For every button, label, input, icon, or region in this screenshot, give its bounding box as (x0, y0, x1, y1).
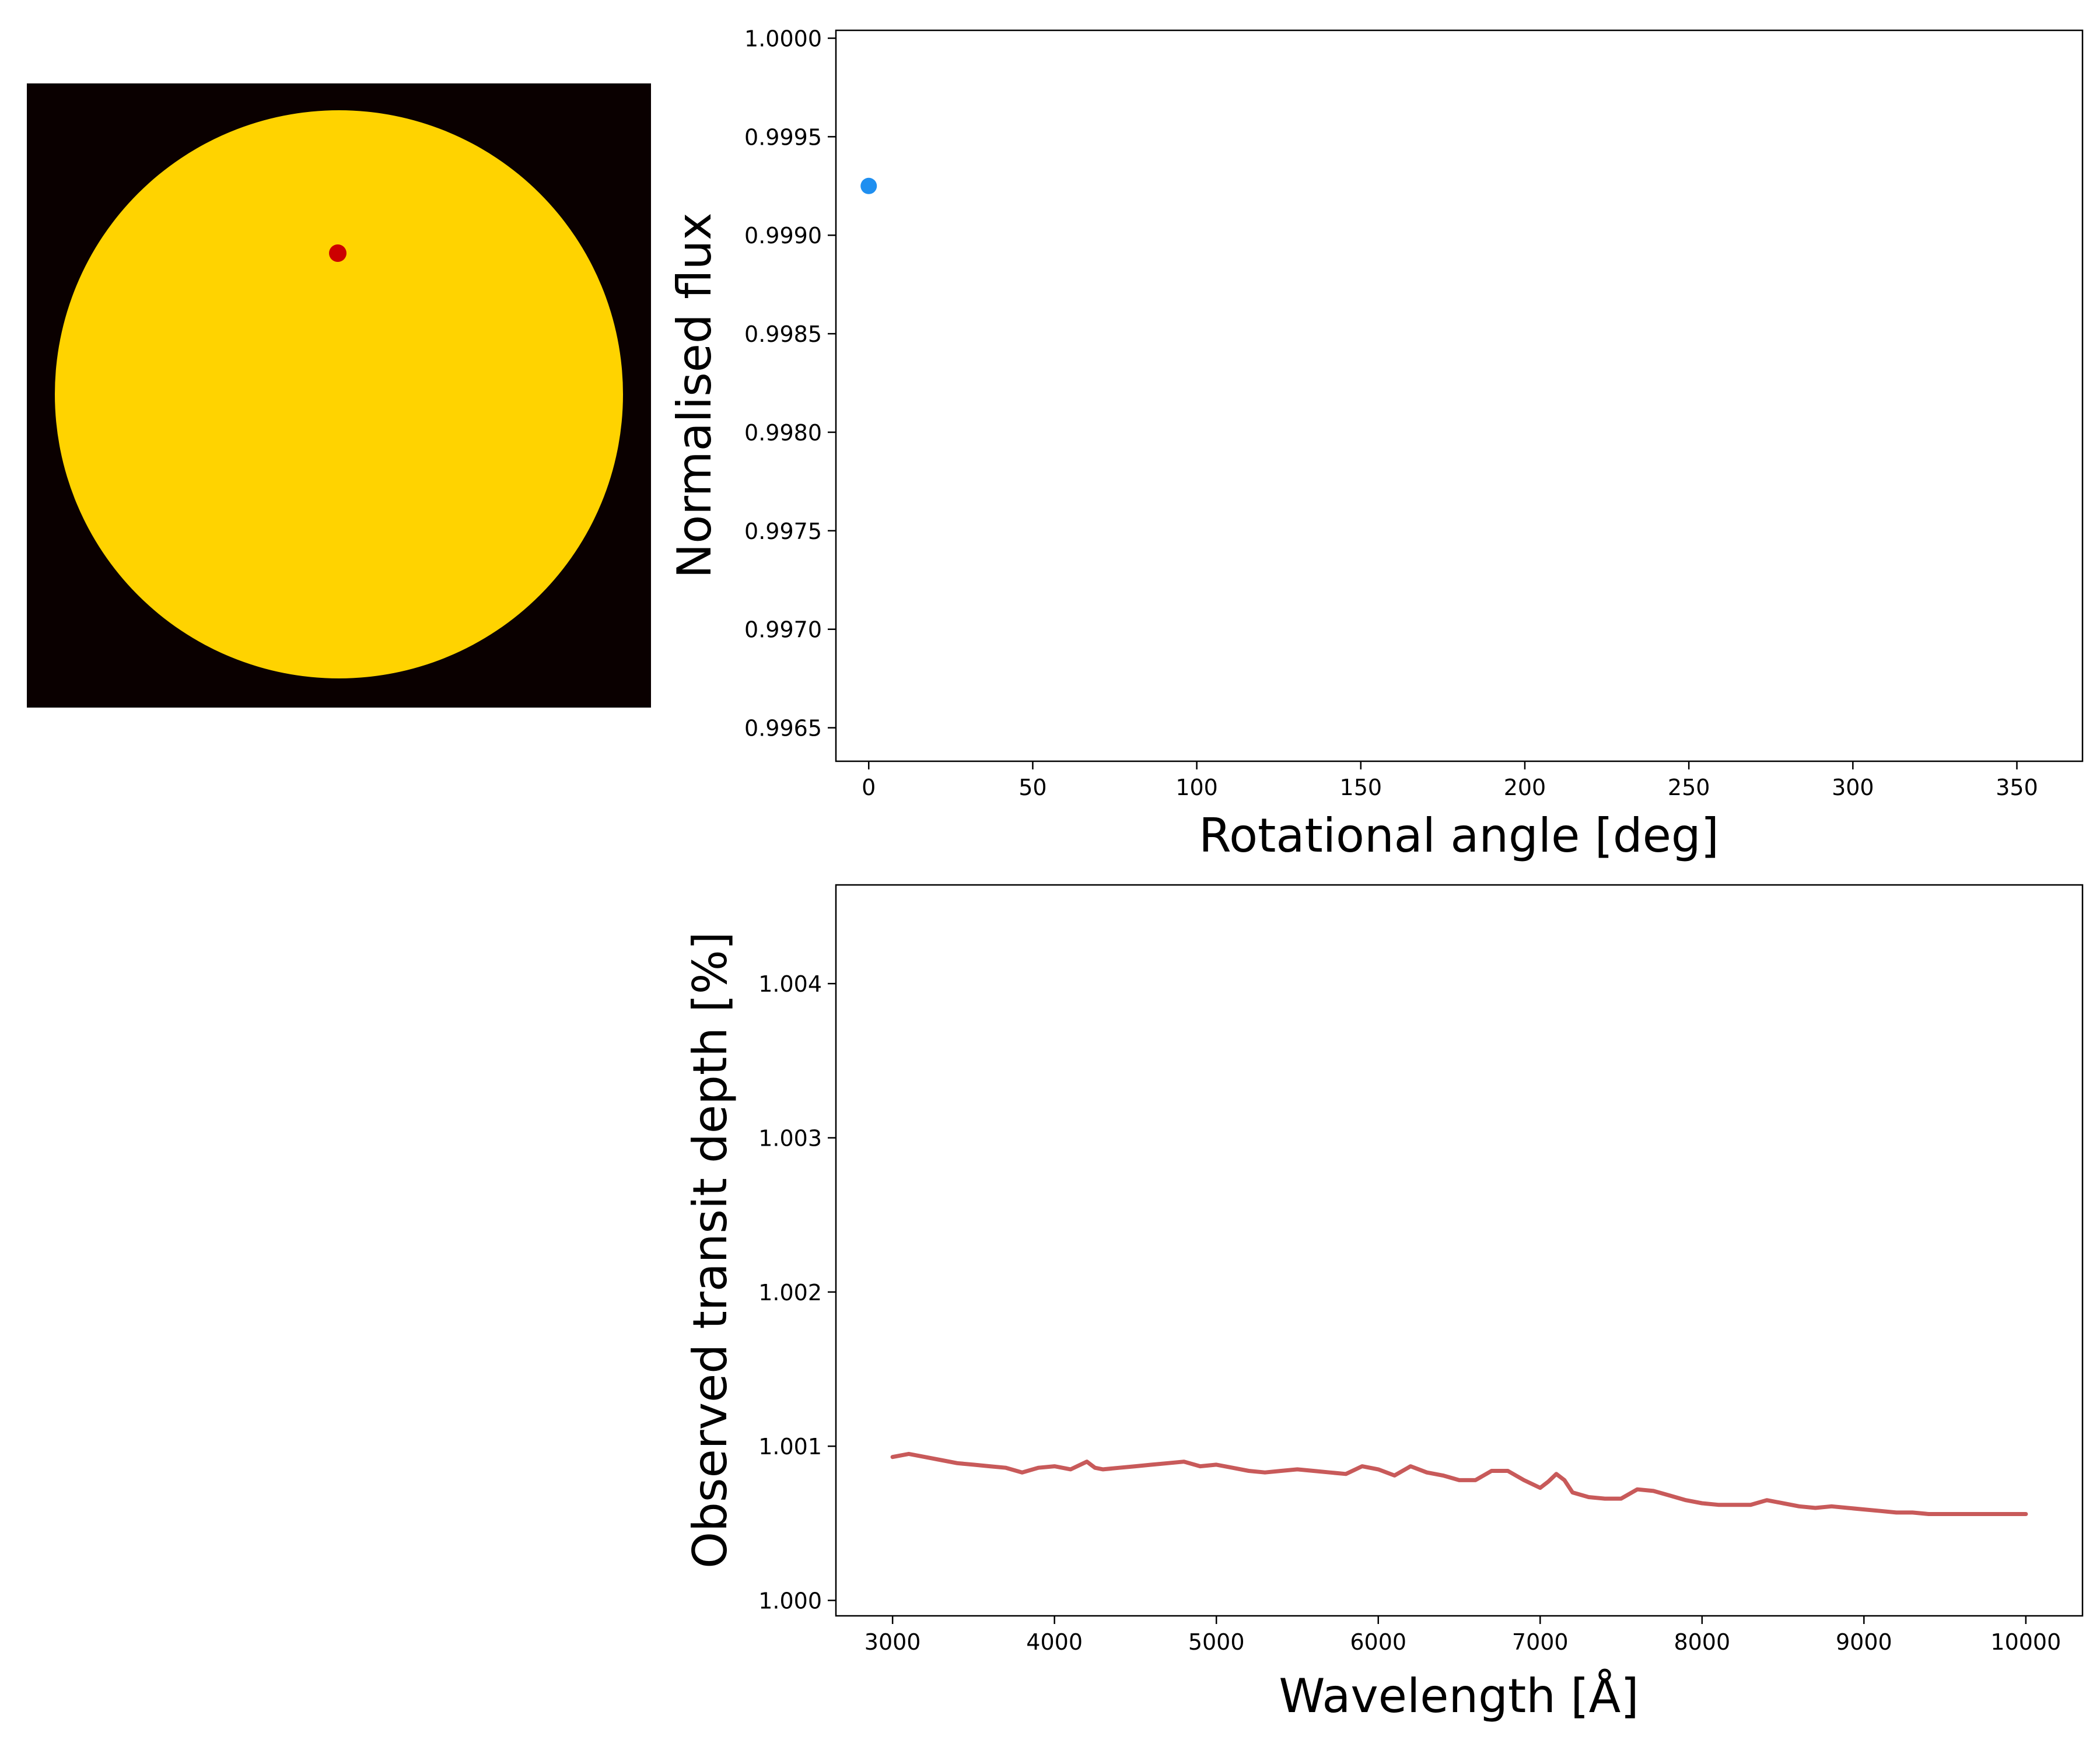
flux-chart-xtick-label: 200 (1504, 775, 1546, 800)
transit-depth-series-line (890, 1451, 2028, 1516)
star-disk (55, 110, 623, 678)
flux-chart-xtick-label: 50 (1019, 775, 1046, 800)
flux-chart-xlabel: Rotational angle [deg] (1199, 808, 1719, 863)
transit-depth-chart: 3000 4000 5000 6000 7000 8000 9000 10000 1.000 1.… (683, 884, 2084, 1723)
flux-chart: 0 50 100 150 200 250 300 350 0.9965 0.9970 0.9975 0… (667, 26, 2084, 863)
flux-chart-ticks: 0 50 100 150 200 250 300 350 0.9965 0.9970 0.9975 0… (744, 26, 2038, 800)
flux-chart-ytick-label: 0.9965 (744, 716, 822, 741)
transit-depth-chart-frame (835, 884, 2084, 1617)
transit-depth-chart-marks (890, 1451, 2028, 1516)
flux-chart-xtick-label: 0 (862, 775, 876, 800)
transit-depth-chart-xtick-label: 6000 (1350, 1629, 1406, 1655)
transit-depth-chart-ytick-label: 1.001 (758, 1434, 822, 1460)
star-spot (329, 244, 346, 262)
flux-chart-ytick-label: 0.9975 (744, 519, 822, 544)
flux-chart-frame (835, 29, 2084, 762)
transit-depth-chart-xtick-label: 9000 (1836, 1629, 1892, 1655)
flux-chart-xtick-label: 350 (1996, 775, 2038, 800)
transit-depth-chart-ytick-label: 1.004 (758, 971, 822, 997)
flux-chart-xtick-label: 250 (1668, 775, 1710, 800)
flux-chart-marks (860, 177, 877, 194)
transit-depth-chart-xlabel: Wavelength [Å] (1279, 1668, 1639, 1723)
transit-depth-chart-xtick-label: 5000 (1188, 1629, 1245, 1655)
transit-depth-chart-xtick-label: 8000 (1674, 1629, 1730, 1655)
transit-depth-chart-xtick-label: 7000 (1512, 1629, 1569, 1655)
flux-chart-ytick-label: 0.9990 (744, 223, 822, 249)
flux-chart-ytick-label: 0.9980 (744, 420, 822, 446)
transit-depth-chart-ticks: 3000 4000 5000 6000 7000 8000 9000 10000 1.000 1.… (758, 971, 2061, 1655)
star-image-panel (27, 83, 651, 708)
transit-depth-chart-ytick-label: 1.000 (758, 1588, 822, 1614)
transit-depth-chart-xtick-label: 4000 (1026, 1629, 1083, 1655)
flux-chart-ytick-label: 0.9985 (744, 321, 822, 347)
transit-depth-chart-xtick-label: 10000 (1990, 1629, 2061, 1655)
flux-chart-ytick-label: 1.0000 (744, 26, 822, 52)
flux-chart-ytick-label: 0.9970 (744, 617, 822, 643)
flux-chart-ytick-label: 0.9995 (744, 124, 822, 150)
flux-chart-xtick-label: 150 (1340, 775, 1382, 800)
flux-point (860, 177, 877, 194)
flux-chart-ylabel: Normalised flux (667, 212, 722, 578)
transit-depth-chart-ytick-label: 1.003 (758, 1126, 822, 1152)
transit-depth-chart-ylabel: Observed transit depth [%] (683, 932, 737, 1569)
flux-chart-xtick-label: 300 (1832, 775, 1874, 800)
transit-depth-chart-xtick-label: 3000 (864, 1629, 921, 1655)
transit-depth-chart-ytick-label: 1.002 (758, 1280, 822, 1306)
flux-chart-xtick-label: 100 (1175, 775, 1218, 800)
